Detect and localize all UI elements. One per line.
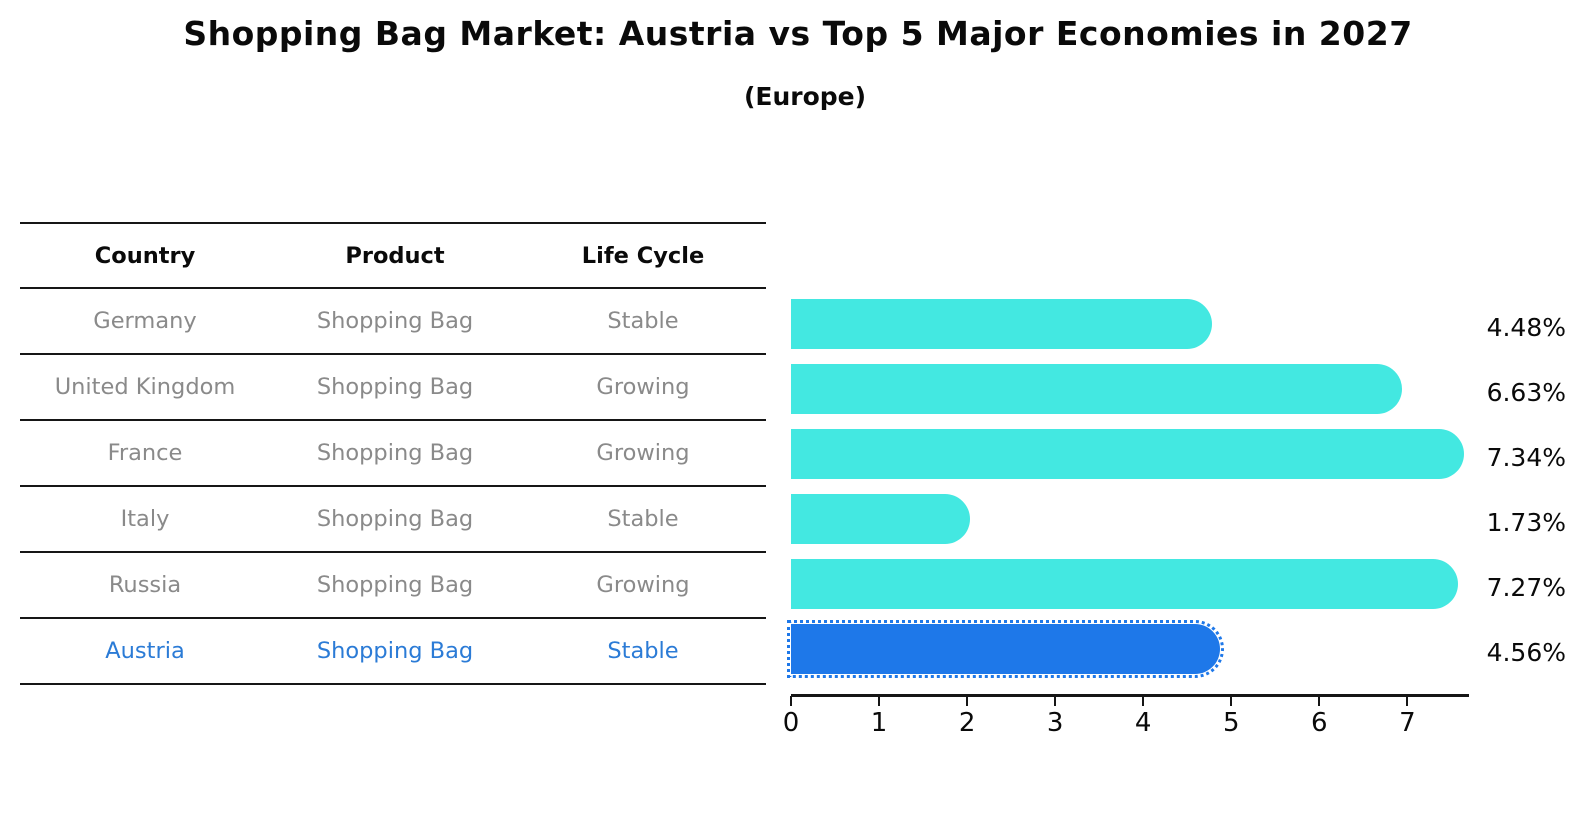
chart-subtitle: (Europe) [743,82,867,111]
x-tick-label: 0 [782,708,800,738]
x-tick-mark [1318,696,1321,706]
table-cell-life-cycle: Stable [607,638,679,664]
table-cell-product: Shopping Bag [316,638,474,664]
table-cell-life-cycle: Growing [596,440,690,466]
x-tick-label: 1 [870,708,888,738]
x-tick-mark [1230,696,1233,706]
table-cell-life-cycle: Stable [607,308,679,334]
table-row: Italy Shopping Bag Stable [20,487,766,553]
bar-value-label: 4.56% [1486,637,1566,667]
x-tick-mark [966,696,969,706]
table-body: Germany Shopping Bag Stable United Kingdom S… [20,289,766,685]
x-tick-label: 4 [1134,708,1152,738]
table-cell-country: Italy [120,506,170,532]
x-tick-mark [1406,696,1409,706]
x-tick-label: 2 [958,708,976,738]
table-cell-life-cycle: Growing [596,374,690,400]
table-cell-life-cycle: Stable [607,506,679,532]
table-header-row: Country Product Life Cycle [20,222,766,289]
x-tick-label: 3 [1046,708,1064,738]
bar-Italy [791,493,970,544]
table-cell-product: Shopping Bag [316,308,474,334]
bar-highlight-Austria [787,619,1224,678]
chart-title: Shopping Bag Market: Austria vs Top 5 Ma… [183,14,1413,53]
table-cell-country: Austria [105,638,185,664]
table-row: Russia Shopping Bag Growing [20,553,766,619]
table-cell-life-cycle: Growing [596,572,690,598]
table-row: Germany Shopping Bag Stable [20,289,766,355]
table-header-product: Product [345,242,445,269]
table-cell-country: United Kingdom [54,374,236,400]
bar-value-label: 7.34% [1486,442,1566,472]
table-cell-country: Germany [93,308,197,334]
x-tick-mark [1142,696,1145,706]
bar-value-label: 4.48% [1486,312,1566,342]
table-cell-product: Shopping Bag [316,440,474,466]
x-tick-mark [790,696,792,706]
x-tick-label: 6 [1311,708,1328,738]
table-header-life-cycle: Life Cycle [581,242,705,269]
table-cell-product: Shopping Bag [316,572,474,598]
table-cell-country: Russia [108,572,182,598]
x-tick-mark [1054,696,1057,706]
table-cell-product: Shopping Bag [316,374,474,400]
x-tick-label: 7 [1399,708,1416,738]
table-header-country: Country [94,242,196,269]
bar-value-label: 7.27% [1486,572,1566,602]
x-axis-line [791,694,1469,697]
bar-United Kingdom [791,363,1402,414]
x-tick-mark [878,696,881,706]
country-table: Country Product Life Cycle Germany Shoppi… [20,222,766,685]
x-tick-label: 5 [1222,708,1240,738]
bar-France [791,428,1464,479]
table-cell-product: Shopping Bag [316,506,474,532]
table-cell-country: France [107,440,183,466]
bar-Germany [791,298,1212,349]
bar-value-label: 1.73% [1486,507,1566,537]
table-row: Austria Shopping Bag Stable [20,619,766,685]
table-row: United Kingdom Shopping Bag Growing [20,355,766,421]
table-row: France Shopping Bag Growing [20,421,766,487]
bar-value-label: 6.63% [1486,377,1566,407]
bar-Russia [791,558,1458,609]
